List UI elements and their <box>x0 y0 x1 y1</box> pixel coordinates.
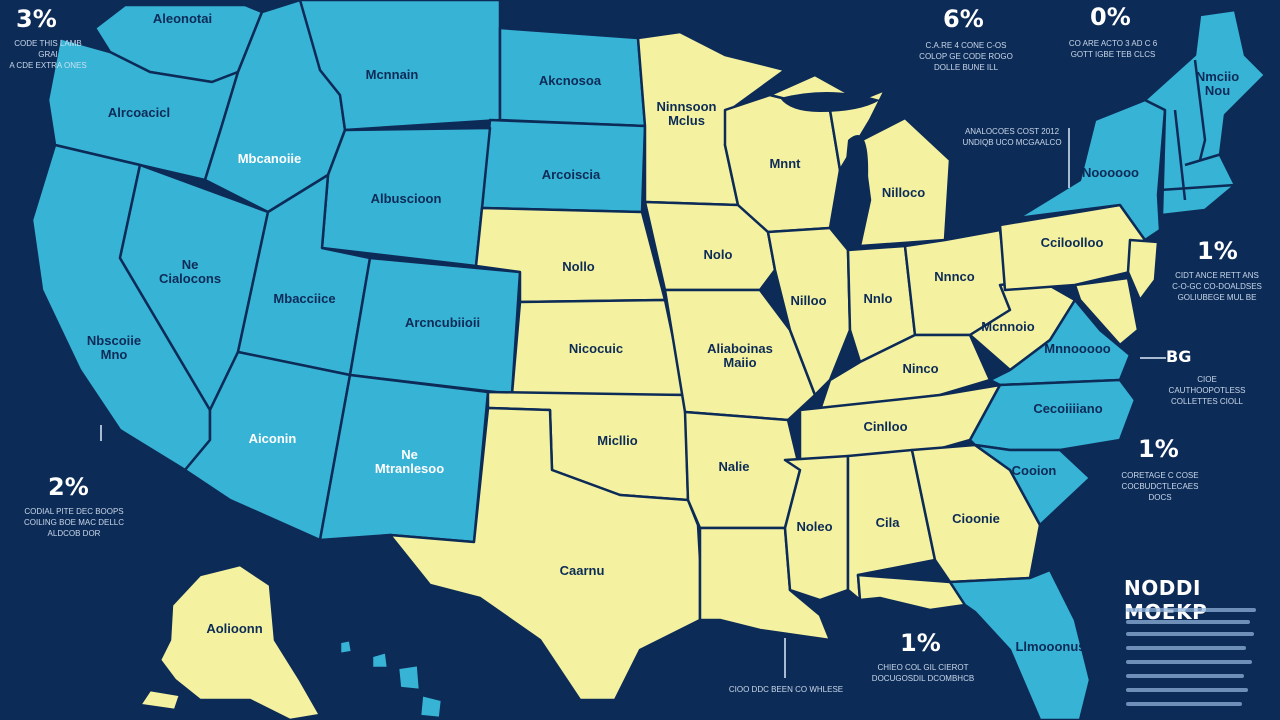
label-iowa: Nolo <box>703 247 733 262</box>
legend-title: NODDI MOEKP <box>1124 576 1208 624</box>
pct-right-mid: 1% <box>1138 435 1179 463</box>
state-new-england[interactable] <box>1143 8 1267 217</box>
label-arkansas: Nalie <box>718 459 750 474</box>
hawaii-island-4 <box>418 693 444 720</box>
label-maine: Nmciio Nou <box>1195 69 1240 98</box>
callout-right-upper: CIDT ANCE RETT ANS C-O-GC CO-DOALDSES GO… <box>1172 271 1262 302</box>
label-new-mexico: Ne Mtranlesoo <box>374 447 445 476</box>
label-pennsylvania: Cciloolloo <box>1040 235 1104 250</box>
label-washington: Aleonotai <box>152 11 213 26</box>
label-nebraska: Nollo <box>562 259 595 274</box>
label-utah: Mbacciice <box>273 291 336 306</box>
lake-superior <box>780 91 880 112</box>
callout-top-center: C.A.RE 4 CONE C-OS COLOP GE CODE ROGO DO… <box>919 41 1013 72</box>
label-north-dakota: Akcnosoa <box>538 73 602 88</box>
pct-top-right: 0% <box>1090 3 1131 31</box>
label-alabama: Cila <box>875 515 900 530</box>
label-south-carolina: Cooion <box>1011 463 1057 478</box>
leader-line-bottom <box>784 638 786 678</box>
label-arizona: Aiconin <box>248 431 297 446</box>
pct-left-mid: 2% <box>48 473 89 501</box>
label-michigan: Nilloco <box>881 185 926 200</box>
state-south-dakota[interactable] <box>480 118 647 214</box>
label-nevada: Ne Cialocons <box>158 257 222 286</box>
label-colorado: Arcncubiioii <box>404 315 481 330</box>
legend-line <box>1126 620 1250 624</box>
label-wyoming: Albuscioon <box>370 191 442 206</box>
pct-bottom-center: 1% <box>900 629 941 657</box>
legend-line <box>1126 688 1248 692</box>
leader-line-ny <box>1068 128 1070 188</box>
legend-line <box>1126 646 1246 650</box>
state-maryland[interactable] <box>1073 276 1140 347</box>
label-texas: Caarnu <box>559 563 605 578</box>
label-montana: Mcnnain <box>365 67 419 82</box>
legend-line <box>1126 702 1242 706</box>
label-ohio: Nnnco <box>934 269 975 284</box>
state-texas[interactable] <box>388 406 702 702</box>
pct-top-center: 6% <box>943 5 984 33</box>
label-south-dakota: Arcoiscia <box>541 167 601 182</box>
label-new-york: Noooooo <box>1081 165 1140 180</box>
callout-right-lower: CORETAGE C COSE COCBUDCTLECAES DOCS <box>1121 471 1199 502</box>
label-north-carolina: Cecoiiiiano <box>1033 401 1103 416</box>
callout-mid-right: ANALOCOES COST 2012 UNDIQB UCO MCGAALCO <box>962 127 1062 147</box>
callout-top-left: CODE THIS LAMB GRAI A CDE EXTRA ONES <box>9 39 87 70</box>
callout-bottom-left: CIOO DDC BEEN CO WHLESE <box>728 685 844 694</box>
label-alaska: Aolioonn <box>206 621 263 636</box>
label-kansas: Nicocuic <box>568 341 624 356</box>
state-new-jersey[interactable] <box>1126 238 1160 302</box>
state-alaska-islands <box>138 688 182 712</box>
pct-right-upper: 1% <box>1197 237 1238 265</box>
label-missouri: Aliaboinas Maiio <box>707 341 773 370</box>
pct-top-left: 3% <box>16 5 57 33</box>
state-south-carolina[interactable] <box>973 443 1092 527</box>
lake-michigan <box>842 135 869 246</box>
label-wisconsin: Mnnt <box>769 156 801 171</box>
hawaii-island-3 <box>396 663 422 692</box>
hawaii-island-2 <box>370 650 390 670</box>
label-georgia: Cioonie <box>952 511 1000 526</box>
legend-line <box>1126 632 1254 636</box>
legend-line <box>1126 660 1252 664</box>
label-minnesota: Ninnsoon Mclus <box>656 99 717 128</box>
label-tennessee: Cinlloo <box>863 419 908 434</box>
state-montana[interactable] <box>260 0 502 132</box>
label-illinois: Nilloo <box>790 293 827 308</box>
legend-line <box>1126 674 1244 678</box>
hawaii-island-1 <box>338 638 354 656</box>
legend-line <box>1126 608 1256 612</box>
callout-top-right: CO ARE ACTO 3 AD C 6 GOTT IGBE TEB CLCS <box>1068 39 1158 59</box>
callout-bottom-center: CHIEO COL GIL CIEROT DOCUGOSDIL DCOMBHCB <box>871 663 975 683</box>
state-new-york[interactable] <box>1016 98 1167 242</box>
label-oregon: Alrcoacicl <box>107 105 171 120</box>
state-michigan[interactable] <box>858 116 952 248</box>
label-california: Nbscoiie Mno <box>86 333 142 362</box>
label-west-virginia: Mcnnoio <box>981 319 1035 334</box>
label-mississippi: Noleo <box>796 519 833 534</box>
label-florida: Llmooonus <box>1015 639 1086 654</box>
label-idaho: Mbcanoiie <box>237 151 302 166</box>
right-mid-label: BG <box>1166 347 1192 366</box>
callout-right-mid: CIOE CAUTHOOPOTLESS COLLETTES CIOLL <box>1168 375 1246 406</box>
label-kentucky: Ninco <box>902 361 939 376</box>
state-alaska[interactable] <box>158 563 322 720</box>
label-indiana: Nnlo <box>863 291 893 306</box>
label-oklahoma: Micllio <box>597 433 638 448</box>
leader-line-va <box>1140 357 1166 359</box>
state-florida[interactable] <box>948 568 1092 720</box>
callout-left-mid: CODIAL PITE DEC BOOPS COILING BOE MAC DE… <box>23 507 125 538</box>
label-virginia: Mnnooooo <box>1044 341 1111 356</box>
leader-line-left <box>100 425 102 441</box>
